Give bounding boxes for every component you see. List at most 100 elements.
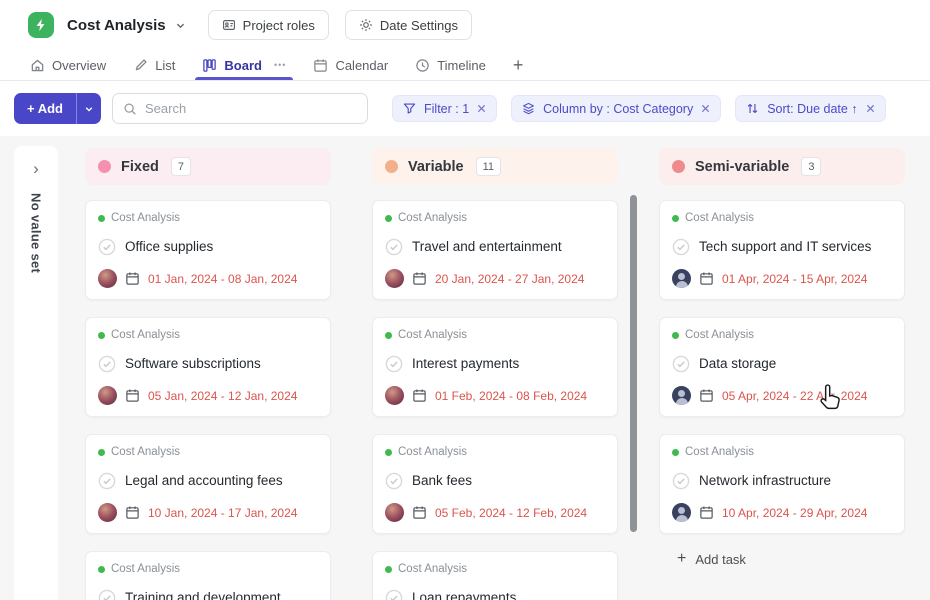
- add-task-label: Add task: [695, 551, 746, 567]
- sort-chip[interactable]: Sort: Due date ↑: [735, 95, 886, 122]
- close-icon[interactable]: [477, 104, 486, 113]
- board-scrollbar[interactable]: [630, 195, 637, 532]
- add-button-label[interactable]: + Add: [27, 101, 63, 116]
- task-title: Travel and entertainment: [412, 239, 562, 254]
- assignee-avatar: [385, 386, 404, 405]
- overview-icon: [30, 58, 45, 73]
- tab-timeline[interactable]: Timeline: [415, 50, 486, 80]
- card-group-row: Cost Analysis: [385, 329, 605, 341]
- project-roles-button[interactable]: Project roles: [207, 10, 329, 40]
- task-title: Interest payments: [412, 356, 520, 371]
- task-status-icon[interactable]: [672, 238, 690, 256]
- column-header: Fixed 7: [85, 148, 331, 185]
- timeline-icon: [415, 58, 430, 73]
- card-title-row: Legal and accounting fees: [98, 472, 318, 490]
- add-dropdown-caret-icon[interactable]: [76, 93, 101, 124]
- gear-icon: [359, 18, 373, 32]
- column-header: Variable 11: [372, 148, 618, 185]
- close-icon[interactable]: [866, 104, 875, 113]
- assignee-avatar: [98, 503, 117, 522]
- task-card[interactable]: Cost Analysis Interest payments 01 Feb, …: [372, 317, 618, 417]
- card-footer: 20 Jan, 2024 - 27 Jan, 2024: [385, 269, 605, 288]
- collapsed-group-label: No value set: [28, 193, 44, 274]
- column-count-badge: 3: [801, 157, 822, 176]
- card-title-row: Tech support and IT services: [672, 238, 892, 256]
- task-card[interactable]: Cost Analysis Software subscriptions 05 …: [85, 317, 331, 417]
- search-input[interactable]: [145, 101, 357, 116]
- task-title: Bank fees: [412, 473, 473, 488]
- task-card[interactable]: Cost Analysis Legal and accounting fees …: [85, 434, 331, 534]
- task-card[interactable]: Cost Analysis Tech support and IT servic…: [659, 200, 905, 300]
- task-status-icon[interactable]: [385, 238, 403, 256]
- task-status-icon[interactable]: [672, 355, 690, 373]
- task-status-icon[interactable]: [672, 472, 690, 490]
- task-status-icon[interactable]: [385, 472, 403, 490]
- task-dates: 01 Apr, 2024 - 15 Apr, 2024: [722, 271, 868, 286]
- assignee-avatar: [98, 269, 117, 288]
- expand-chevron-icon[interactable]: ›: [33, 159, 39, 178]
- search-box[interactable]: [112, 93, 368, 124]
- card-footer: 01 Apr, 2024 - 15 Apr, 2024: [672, 269, 892, 288]
- board-column-variable: Variable 11 Cost Analysis Travel and ent…: [372, 148, 618, 600]
- close-icon[interactable]: [701, 104, 710, 113]
- task-card[interactable]: Cost Analysis Loan repayments: [372, 551, 618, 600]
- tab-label: Overview: [52, 57, 107, 73]
- project-title: Cost Analysis: [67, 16, 166, 34]
- card-group-row: Cost Analysis: [385, 212, 605, 224]
- tab-board[interactable]: Board •••: [195, 50, 294, 80]
- task-status-icon[interactable]: [98, 589, 116, 600]
- collapsed-group-panel[interactable]: › No value set: [14, 146, 58, 600]
- card-footer: 10 Apr, 2024 - 29 Apr, 2024: [672, 503, 892, 522]
- app-logo-icon[interactable]: [28, 12, 54, 38]
- card-group-row: Cost Analysis: [672, 212, 892, 224]
- add-task-button[interactable]: + Add task: [677, 551, 905, 567]
- toolbar: + Add Filter : 1: [0, 81, 930, 136]
- task-status-icon[interactable]: [98, 238, 116, 256]
- task-card[interactable]: Cost Analysis Training and development: [85, 551, 331, 600]
- group-dot-icon: [385, 448, 392, 456]
- project-roles-label: Project roles: [242, 17, 315, 33]
- column-by-chip[interactable]: Column by : Cost Category: [511, 95, 722, 122]
- tab-overview[interactable]: Overview: [30, 50, 106, 80]
- column-color-dot-icon: [672, 160, 685, 173]
- add-button[interactable]: + Add: [14, 93, 101, 124]
- calendar-icon: [313, 58, 328, 73]
- group-dot-icon: [98, 331, 105, 339]
- task-status-icon[interactable]: [385, 355, 403, 373]
- card-footer: 05 Feb, 2024 - 12 Feb, 2024: [385, 503, 605, 522]
- card-group-label: Cost Analysis: [398, 329, 468, 341]
- board-tab-more-icon[interactable]: •••: [273, 60, 287, 70]
- column-color-dot-icon: [98, 160, 111, 173]
- task-card[interactable]: Cost Analysis Bank fees 05 Feb, 2024 - 1…: [372, 434, 618, 534]
- calendar-icon: [125, 271, 140, 286]
- tab-list[interactable]: List: [133, 50, 175, 80]
- task-dates: 01 Feb, 2024 - 08 Feb, 2024: [435, 388, 588, 403]
- task-status-icon[interactable]: [98, 355, 116, 373]
- calendar-icon: [699, 271, 714, 286]
- board-icon: [202, 58, 217, 73]
- lightning-icon: [36, 18, 45, 32]
- calendar-icon: [125, 505, 140, 520]
- task-status-icon[interactable]: [385, 589, 403, 600]
- tab-calendar[interactable]: Calendar: [313, 50, 388, 80]
- date-settings-label: Date Settings: [379, 17, 458, 33]
- task-dates: 01 Jan, 2024 - 08 Jan, 2024: [148, 271, 298, 286]
- task-card[interactable]: Cost Analysis Office supplies 01 Jan, 20…: [85, 200, 331, 300]
- task-card[interactable]: Cost Analysis Data storage 05 Apr, 2024 …: [659, 317, 905, 417]
- list-icon: [133, 58, 148, 73]
- column-count-badge: 7: [170, 157, 191, 176]
- group-dot-icon: [672, 448, 679, 456]
- project-menu-chevron-icon[interactable]: [175, 20, 186, 31]
- card-group-label: Cost Analysis: [111, 563, 181, 575]
- card-group-row: Cost Analysis: [672, 329, 892, 341]
- task-card[interactable]: Cost Analysis Network infrastructure 10 …: [659, 434, 905, 534]
- card-list: Cost Analysis Tech support and IT servic…: [659, 200, 905, 534]
- column-header: Semi-variable 3: [659, 148, 905, 185]
- task-status-icon[interactable]: [98, 472, 116, 490]
- task-title: Loan repayments: [412, 590, 517, 600]
- task-card[interactable]: Cost Analysis Travel and entertainment 2…: [372, 200, 618, 300]
- date-settings-button[interactable]: Date Settings: [344, 10, 472, 40]
- filter-chip[interactable]: Filter : 1: [392, 95, 498, 122]
- add-view-button[interactable]: +: [513, 50, 524, 80]
- task-title: Network infrastructure: [699, 473, 832, 488]
